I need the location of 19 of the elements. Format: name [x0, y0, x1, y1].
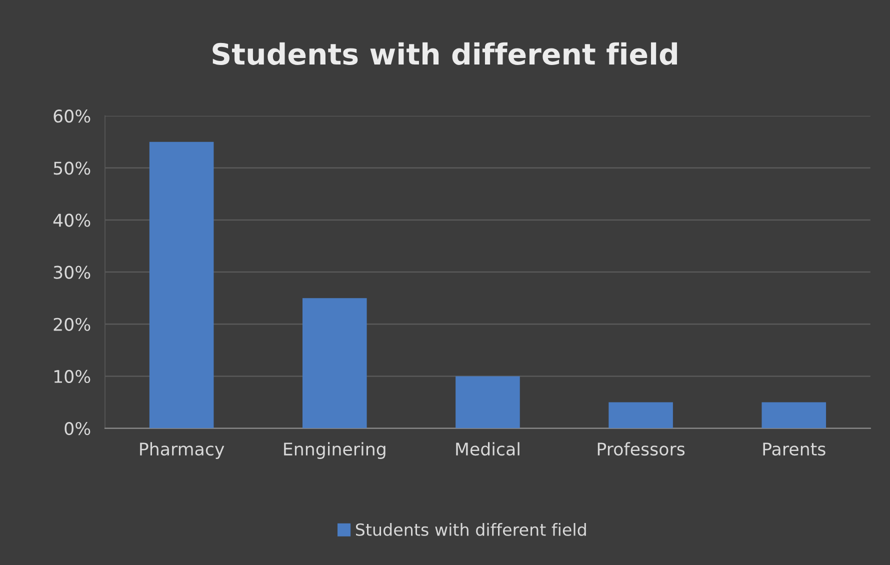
y-tick-label: 40%	[53, 214, 90, 227]
chart-title: Students with different field	[212, 42, 677, 65]
x-tick-label: Professors	[598, 442, 685, 456]
y-tick-label: 30%	[54, 266, 90, 279]
x-tick-label: Medical	[456, 442, 520, 456]
bar	[302, 298, 367, 428]
bar	[608, 402, 673, 428]
y-tick-label: 10%	[54, 370, 90, 384]
x-tick-label: Parents	[763, 442, 826, 456]
x-tick-label: Pharmacy	[140, 442, 224, 459]
x-tick-label: Ennginering	[284, 442, 386, 459]
y-tick-label: 50%	[54, 162, 90, 175]
bar	[762, 402, 826, 428]
bar	[149, 142, 214, 428]
bar	[456, 376, 520, 428]
y-tick-label: 20%	[54, 318, 90, 331]
y-tick-label: 60%	[54, 110, 90, 123]
y-tick-label: 0%	[64, 422, 90, 436]
legend-label: Students with different field	[356, 523, 586, 536]
